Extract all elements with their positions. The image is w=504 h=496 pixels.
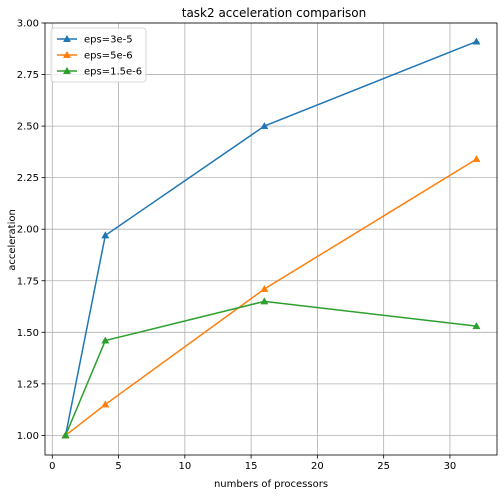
series-line [64, 300, 477, 436]
legend-marker [62, 66, 72, 74]
legend: eps=3e-5 eps=5e-6 eps=1.5e-6 [50, 27, 147, 83]
data-point [260, 284, 269, 292]
x-tick-label: 30 [444, 461, 457, 472]
plot-frame [44, 22, 498, 456]
data-point [260, 121, 269, 130]
axis-ticks: 0 5 10 15 20 25 30 1.00 1.25 1.50 1.75 2.00 2.25 2.50… [17, 19, 457, 473]
data-point [260, 297, 269, 305]
x-axis-label: numbers of processors [214, 479, 328, 490]
grid [45, 22, 497, 455]
data-point [101, 336, 110, 344]
data-point [101, 231, 110, 239]
data-point [472, 322, 481, 330]
y-tick-label: 2.25 [17, 173, 39, 184]
data-point [472, 37, 481, 45]
x-tick-label: 0 [49, 461, 55, 472]
y-tick-label: 1.25 [17, 379, 39, 390]
series-line [64, 40, 477, 436]
y-tick-label: 2.50 [17, 122, 39, 133]
data-point [101, 400, 110, 408]
y-tick-label: 2.00 [17, 225, 39, 236]
y-tick-label: 3.00 [17, 19, 39, 30]
data-point [472, 154, 481, 163]
x-tick-label: 10 [178, 461, 191, 472]
series-1 [61, 37, 481, 439]
legend-box [50, 27, 147, 83]
legend-marker [62, 50, 72, 58]
x-tick-label: 25 [377, 461, 390, 472]
data-point [61, 431, 70, 439]
y-tick-label: 2.75 [17, 70, 39, 81]
chart-title: task2 acceleration comparison [182, 6, 367, 20]
legend-label: eps=1.5e-6 [84, 67, 142, 78]
y-tick-label: 1.50 [17, 328, 39, 339]
series-2 [61, 154, 481, 439]
y-tick-label: 1.00 [17, 431, 39, 442]
y-tick-label: 1.75 [17, 276, 39, 287]
y-axis-label: acceleration [7, 209, 18, 271]
legend-item: eps=3e-5 [57, 35, 133, 46]
x-tick-label: 5 [115, 461, 121, 472]
legend-marker [62, 34, 72, 42]
x-tick-label: 15 [245, 461, 258, 472]
legend-item: eps=1.5e-6 [57, 67, 142, 78]
series-line [65, 158, 477, 437]
legend-label: eps=5e-6 [84, 51, 133, 62]
legend-label: eps=3e-5 [84, 35, 133, 46]
series-3 [61, 297, 481, 439]
plot-area [61, 37, 481, 439]
legend-item: eps=5e-6 [57, 51, 133, 62]
x-tick-label: 20 [311, 461, 324, 472]
